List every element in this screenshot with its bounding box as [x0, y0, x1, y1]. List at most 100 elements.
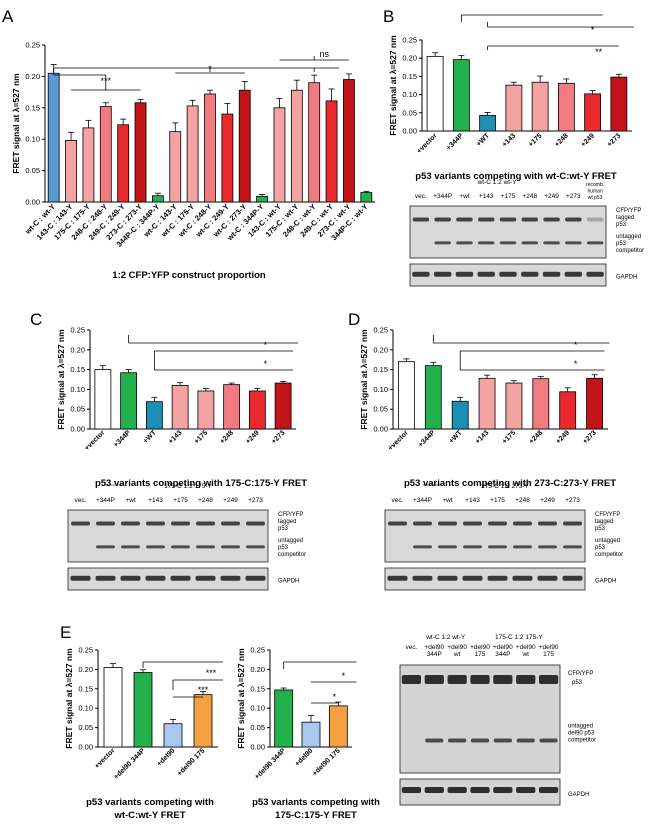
- blot-lane-label: vec.: [415, 193, 427, 200]
- y-tick-label: 0.05: [78, 723, 93, 732]
- bar: [290, 89, 303, 203]
- blot-right-label: p53: [572, 680, 583, 686]
- y-tick-label: 0.05: [402, 108, 417, 117]
- category-label: +175: [193, 429, 209, 445]
- blot-band: [146, 545, 165, 549]
- blot-band: [563, 521, 582, 526]
- y-tick-label: 0.15: [402, 72, 417, 81]
- bar: [204, 93, 216, 203]
- blot-right-label: tagged: [278, 519, 296, 525]
- bar: [532, 378, 550, 430]
- category-label: +del90 344P: [113, 747, 147, 781]
- significance-label: *: [342, 671, 346, 681]
- y-tick-label: 0.15: [373, 365, 388, 374]
- y-tick-label: 0.10: [402, 90, 417, 99]
- significance-label: **: [595, 47, 603, 57]
- blot-band: [121, 545, 140, 549]
- blot-band: [499, 271, 517, 277]
- blot-lane-label: +del90: [539, 644, 559, 651]
- category-label: +vector: [84, 429, 107, 452]
- bar: [398, 361, 415, 430]
- blot-lane-label: +249: [540, 497, 555, 504]
- blot-band: [438, 521, 457, 526]
- bar: [47, 72, 60, 203]
- y-tick-label: 0.20: [25, 72, 40, 81]
- y-tick-label: 0.20: [250, 665, 265, 674]
- blot-band: [499, 217, 517, 222]
- blot-band: [565, 241, 582, 245]
- blot-right-label: CFP/YFP: [278, 512, 303, 518]
- bar: [274, 689, 294, 748]
- blot-band: [586, 271, 604, 277]
- bar: [273, 107, 286, 203]
- chart-d: 0.00 0.05 0.10 0.15 0.20 0.25 FRET signal at λ…: [359, 326, 610, 452]
- bar: [82, 127, 95, 203]
- category-label: +249: [245, 429, 261, 445]
- category-label: +WT: [448, 429, 464, 445]
- bar: [584, 93, 602, 132]
- blot-band: [488, 521, 507, 526]
- category-label: +344P: [113, 429, 133, 449]
- blot-band: [521, 217, 539, 222]
- blot-lane-label: +248: [522, 193, 537, 200]
- blot-band: [246, 521, 265, 526]
- blot-band: [542, 271, 561, 277]
- blot-lane-label: +143: [479, 193, 494, 200]
- blot-lane-label: vec.: [405, 644, 417, 651]
- bar: [163, 723, 183, 748]
- blot-lane-label: +wt: [442, 497, 452, 504]
- blot-gapdh-membrane: [384, 567, 586, 591]
- blot-right-label: tagged: [595, 519, 613, 525]
- bar: [221, 113, 234, 203]
- y-axis-label: FRET signal at λ=527 nm: [64, 648, 74, 749]
- blot-band: [413, 521, 432, 526]
- blot-band: [513, 521, 532, 526]
- blot-right-label: p53: [616, 241, 627, 247]
- blot-band: [95, 575, 116, 581]
- blot-lane-label: +del90: [493, 644, 513, 651]
- bar: [505, 382, 523, 430]
- blot-membrane: [409, 205, 607, 259]
- blot-lane-label: +248: [198, 497, 213, 504]
- blot-band: [388, 521, 407, 526]
- bar: [197, 390, 215, 430]
- y-tick-label: 0.20: [402, 54, 417, 63]
- y-tick-label: 0.05: [25, 166, 40, 175]
- blot-band: [96, 545, 115, 549]
- blot-band: [245, 575, 266, 581]
- blot-lane-label: 175: [475, 651, 486, 658]
- blot-band: [477, 241, 495, 245]
- category-label: +143: [501, 132, 517, 148]
- blot-lane-label: +344P: [433, 193, 452, 200]
- blot-right-label: tagged: [616, 215, 634, 221]
- category-label: +del90 175: [312, 747, 342, 777]
- category-label: +175: [527, 132, 543, 148]
- blot-band: [146, 521, 165, 526]
- blot-right-label: p53: [278, 526, 289, 532]
- chart-e1-title-1: p53 variants competing with: [86, 797, 214, 808]
- blot-band: [196, 521, 215, 526]
- significance-label: *: [333, 692, 337, 702]
- blot-right-label: GAPDH: [595, 578, 616, 584]
- blot-band: [470, 787, 490, 793]
- y-axis-label: FRET signal at λ=527 nm: [236, 648, 246, 749]
- bar: [65, 140, 77, 203]
- significance-label: *: [591, 25, 595, 35]
- chart-e1: 0.00 0.05 0.10 0.15 0.20 0.25 FRET signal at λ…: [64, 646, 223, 781]
- y-tick-label: 0.15: [25, 103, 40, 112]
- bar: [610, 76, 628, 132]
- y-tick-label: 0.25: [402, 36, 417, 45]
- blot-lane-label: +del90: [470, 644, 490, 651]
- blot-lane-label: +273: [565, 497, 580, 504]
- blot-band: [70, 575, 91, 581]
- blot-band: [424, 675, 444, 684]
- bar: [223, 384, 241, 430]
- bar: [360, 192, 373, 203]
- blot-right-label: competitor: [616, 248, 644, 254]
- blot-band: [487, 575, 508, 581]
- blot-right-label: p53: [595, 526, 606, 532]
- blot-band: [470, 738, 490, 743]
- category-label: +344P: [445, 132, 465, 152]
- blot-band: [586, 217, 604, 222]
- bar: [274, 382, 292, 430]
